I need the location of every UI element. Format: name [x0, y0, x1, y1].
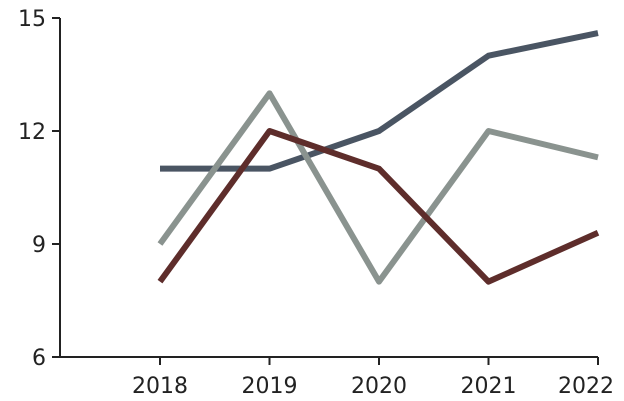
y-tick-label: 6 — [32, 346, 46, 371]
series-layer — [157, 30, 600, 285]
x-tick-label: 2020 — [351, 374, 407, 399]
series-line-1 — [160, 30, 599, 172]
series-line-2 — [157, 90, 599, 285]
y-tick-label: 12 — [18, 120, 46, 145]
x-ticks: 2018 2019 2020 2021 2022 — [132, 357, 614, 399]
x-tick-label: 2018 — [132, 374, 188, 399]
x-tick-label: 2019 — [242, 374, 298, 399]
y-tick-label: 15 — [18, 7, 46, 32]
x-tick-label: 2022 — [558, 374, 614, 399]
axis-layer — [59, 18, 598, 358]
series-line-3 — [157, 128, 600, 285]
y-tick-label: 9 — [32, 233, 46, 258]
x-tick-label: 2021 — [461, 374, 517, 399]
y-ticks: 6 9 12 15 — [18, 7, 60, 371]
